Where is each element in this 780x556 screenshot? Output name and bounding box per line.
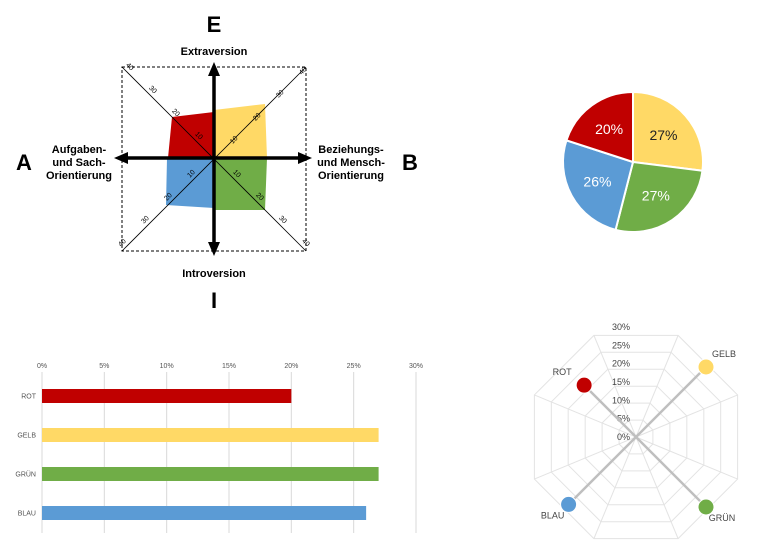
label-beziehungs-line3: Orientierung <box>318 170 384 182</box>
radar-axis-label: BLAU <box>541 510 565 520</box>
radar-series-line <box>567 366 707 506</box>
quadrant-tick-label: 10 <box>186 169 197 180</box>
quadrant-tick-label: 10 <box>193 131 204 142</box>
pie-slice-rot <box>565 90 634 164</box>
quadrant-tick-label: 30 <box>275 89 286 100</box>
quadrant-tick-label: 40 <box>117 238 128 249</box>
bar-blau <box>42 506 367 520</box>
arrow-up-icon <box>208 62 220 76</box>
radar-spoke <box>635 394 738 438</box>
label-beziehungs-line1: Beziehungs- <box>318 144 384 156</box>
radar-axis-label: ROT <box>553 367 573 377</box>
quadrant-diagram: 40 30 20 10 40 30 20 10 40 30 20 10 40 30 20 10 E A B I… <box>16 12 418 313</box>
radar-tick-label: 0% <box>617 432 630 442</box>
radar-tick-label: 10% <box>612 395 630 405</box>
quadrant-tick-label: 40 <box>124 62 135 73</box>
bar-x-tick-label: 30% <box>409 363 423 370</box>
quadrant-tick-label: 40 <box>300 238 311 249</box>
bar-chart: 0% 5% 10% 15% 20% 25% 30% ROT GELB GRÜN BLAU <box>15 363 423 533</box>
radar-series-line <box>583 384 707 508</box>
pie-slice-gelb <box>632 90 704 172</box>
pie-label-blau: 26% <box>583 174 611 190</box>
label-extraversion: Extraversion <box>181 46 248 58</box>
pie-label-rot: 20% <box>595 121 623 137</box>
arrow-down-icon <box>208 242 220 256</box>
quadrant-tick-label: 20 <box>170 108 181 119</box>
quadrant-fill-rot <box>168 112 214 158</box>
quadrant-tick-label: 40 <box>298 66 309 77</box>
bar-x-tick-label: 25% <box>347 363 361 370</box>
label-aufgaben-line2: und Sach- <box>52 157 106 169</box>
radar-axis-label: GELB <box>712 349 736 359</box>
arrow-right-icon <box>298 152 312 164</box>
radar-spoke <box>593 335 637 438</box>
bar-x-tick-label: 5% <box>99 363 109 370</box>
radar-chart: 0% 5% 10% 15% 20% 25% 30% GELB GRÜN BLAU ROT <box>533 322 739 540</box>
letter-b: B <box>402 150 418 175</box>
radar-tick-label: 25% <box>612 340 630 350</box>
radar-spoke <box>534 436 637 480</box>
letter-i: I <box>211 288 217 313</box>
pie-slice-blau <box>562 139 635 232</box>
bar-category-label: ROT <box>21 394 37 401</box>
pie-label-grün: 27% <box>642 188 670 204</box>
radar-spoke <box>635 436 679 539</box>
bar-category-label: GELB <box>17 433 36 440</box>
label-introversion: Introversion <box>182 268 246 280</box>
radar-tick-label: 15% <box>612 377 630 387</box>
radar-spoke <box>635 436 738 480</box>
radar-spoke <box>534 394 637 438</box>
quadrant-tick-label: 20 <box>163 192 174 203</box>
radar-axis-label: GRÜN <box>709 513 736 523</box>
letter-e: E <box>207 12 222 37</box>
pie-chart: 27% 27% 26% 20% <box>562 90 704 233</box>
bar-x-tick-label: 10% <box>160 363 174 370</box>
quadrant-tick-label: 10 <box>229 135 240 146</box>
bar-gelb <box>42 428 379 442</box>
bar-x-tick-label: 20% <box>284 363 298 370</box>
radar-tick-label: 30% <box>612 322 630 332</box>
bar-x-tick-label: 15% <box>222 363 236 370</box>
quadrant-fill-gruen <box>214 158 267 210</box>
quadrant-tick-label: 30 <box>277 215 288 226</box>
letter-a: A <box>16 150 32 175</box>
label-beziehungs-line2: und Mensch- <box>317 157 385 169</box>
radar-point-rot <box>575 376 593 394</box>
pie-slice-grün <box>614 160 704 233</box>
bar-x-tick-label: 0% <box>37 363 47 370</box>
quadrant-tick-label: 30 <box>147 85 158 96</box>
radar-point-grün <box>697 498 715 516</box>
label-aufgaben-line3: Orientierung <box>46 170 112 182</box>
quadrant-fill-gelb <box>214 104 267 158</box>
pie-label-gelb: 27% <box>649 127 677 143</box>
arrow-left-icon <box>114 152 128 164</box>
quadrant-tick-label: 20 <box>254 192 265 203</box>
radar-tick-label: 20% <box>612 359 630 369</box>
quadrant-tick-label: 30 <box>140 215 151 226</box>
bar-grün <box>42 467 379 481</box>
label-aufgaben-line1: Aufgaben- <box>52 144 107 156</box>
quadrant-tick-label: 10 <box>231 169 242 180</box>
radar-point-gelb <box>697 358 715 376</box>
radar-point-blau <box>560 495 578 513</box>
bar-category-label: BLAU <box>18 511 36 518</box>
bar-category-label: GRÜN <box>15 471 36 479</box>
radar-tick-label: 5% <box>617 414 630 424</box>
radar-spoke <box>593 436 637 539</box>
radar-spoke <box>635 335 679 438</box>
bar-rot <box>42 389 292 403</box>
quadrant-tick-label: 20 <box>252 112 263 123</box>
